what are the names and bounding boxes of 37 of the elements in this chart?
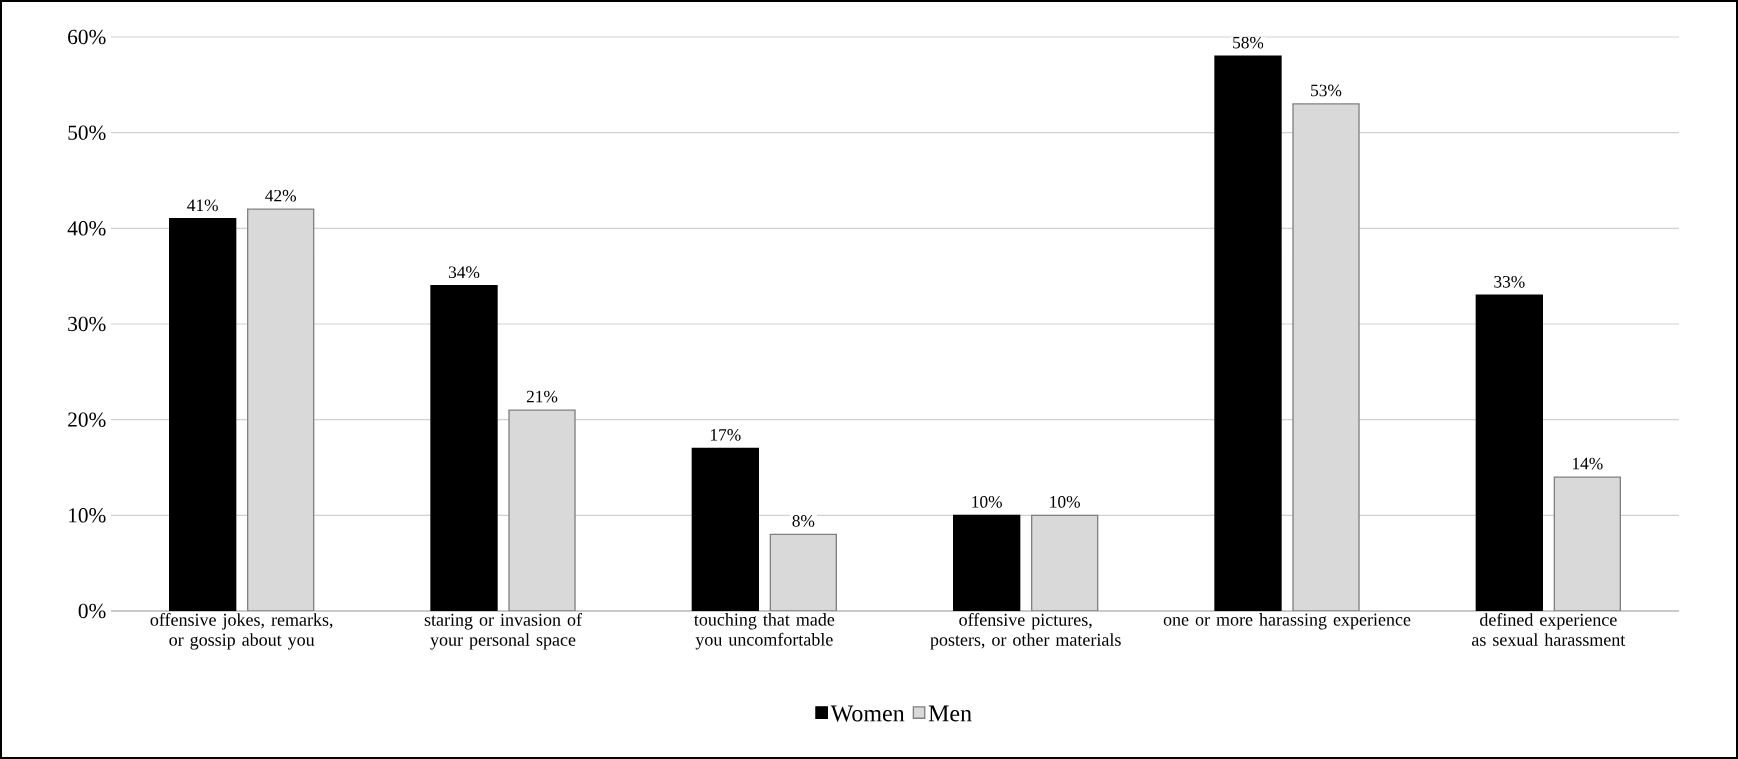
y-tick-label: 30% bbox=[68, 316, 106, 332]
bar bbox=[1031, 514, 1099, 611]
y-tick-label: 10% bbox=[69, 508, 106, 523]
legend-label: Men bbox=[928, 705, 972, 722]
bar bbox=[691, 447, 760, 611]
bar bbox=[169, 218, 237, 611]
data-label: 14% bbox=[1572, 457, 1603, 470]
data-label: 42% bbox=[265, 189, 296, 202]
x-tick-label: offensive jokes, remarks, or gossip about you bbox=[150, 613, 333, 650]
x-tick-label: offensive pictures, posters, or other materials bbox=[930, 613, 1121, 650]
y-tick-label: 20% bbox=[68, 412, 106, 427]
y-tick-label: 0% bbox=[78, 603, 106, 619]
data-label: 53% bbox=[1311, 84, 1342, 97]
x-tick-label: one or more harassing experience bbox=[1163, 613, 1411, 630]
data-label: 8% bbox=[792, 515, 815, 527]
bar bbox=[1475, 294, 1544, 611]
bar bbox=[1214, 55, 1282, 611]
x-tick-label: touching that made you uncomfortable bbox=[694, 613, 835, 650]
data-label: 21% bbox=[526, 390, 558, 403]
legend-label: Women bbox=[830, 705, 905, 722]
data-label: 10% bbox=[972, 495, 1002, 508]
data-label: 33% bbox=[1494, 275, 1525, 288]
bar bbox=[430, 285, 498, 611]
data-label: 34% bbox=[448, 266, 480, 279]
bar bbox=[508, 409, 576, 611]
data-label: 17% bbox=[710, 429, 741, 441]
bar bbox=[953, 514, 1021, 611]
x-tick-label: staring or invasion of your personal space bbox=[424, 613, 582, 650]
y-tick-label: 40% bbox=[67, 221, 106, 236]
bar bbox=[1292, 103, 1360, 611]
y-tick-label: 50% bbox=[68, 125, 106, 140]
data-label: 10% bbox=[1050, 495, 1080, 508]
x-tick-label: defined experience as sexual harassment bbox=[1471, 613, 1626, 646]
data-label: 41% bbox=[187, 199, 218, 212]
data-label: 58% bbox=[1233, 36, 1264, 49]
bar bbox=[769, 533, 838, 611]
y-tick-label: 60% bbox=[68, 29, 106, 45]
